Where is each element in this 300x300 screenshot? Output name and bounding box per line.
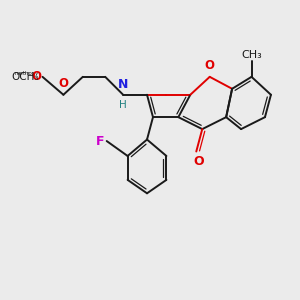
Text: O: O — [58, 77, 68, 90]
Text: CH₃: CH₃ — [241, 50, 262, 59]
Text: O: O — [31, 70, 41, 83]
Text: OCH₃: OCH₃ — [11, 72, 39, 82]
Text: F: F — [96, 134, 104, 148]
Text: H: H — [119, 100, 127, 110]
Text: O: O — [193, 155, 204, 168]
Text: N: N — [118, 78, 128, 91]
Text: O: O — [205, 59, 215, 72]
Text: methoxy: methoxy — [15, 71, 39, 76]
